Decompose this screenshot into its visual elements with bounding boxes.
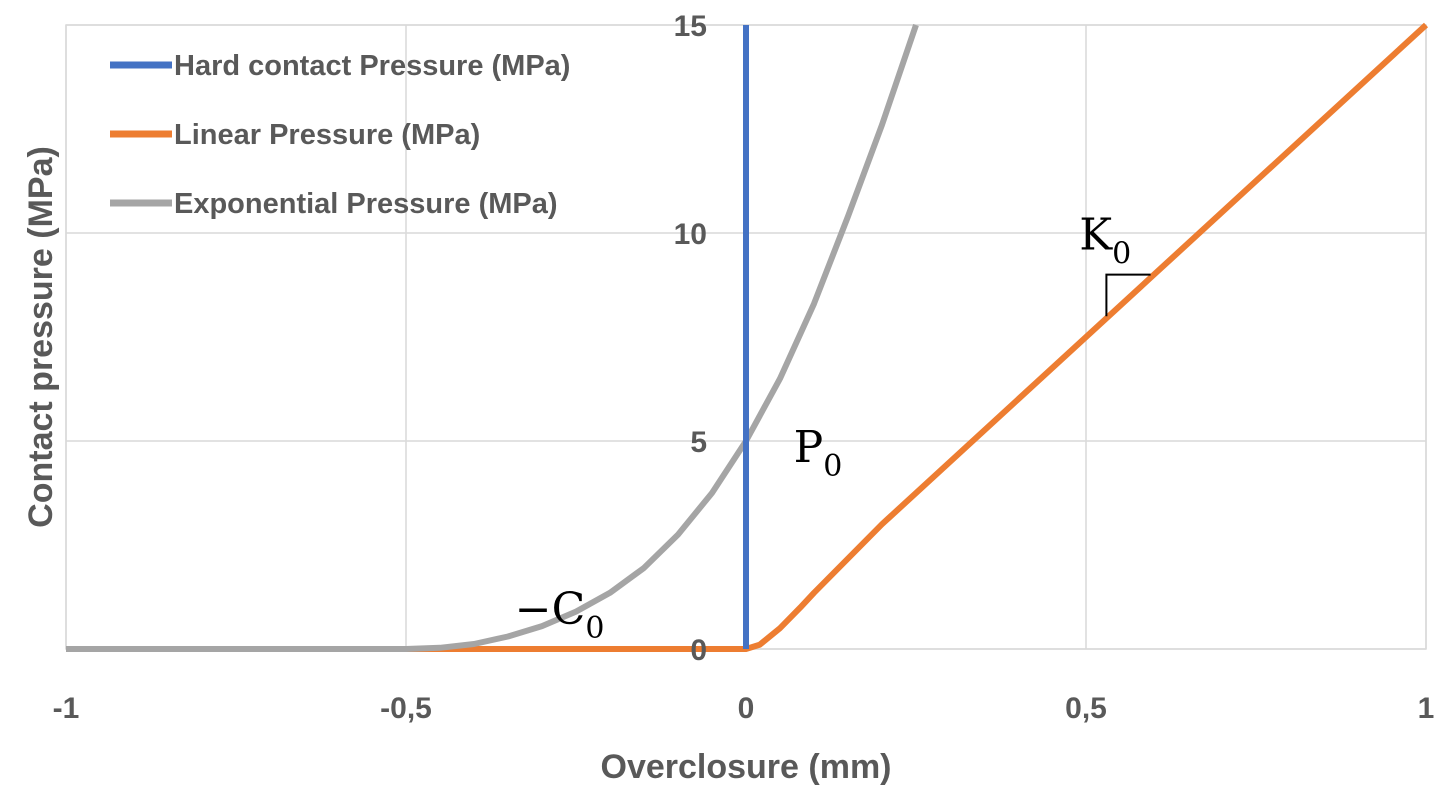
x-axis-title: Overclosure (mm)	[601, 748, 892, 785]
annotation-subscript: 0	[823, 449, 842, 484]
x-tick-label: 0,5	[1065, 692, 1107, 725]
series-line-1	[66, 22, 1429, 652]
y-tick-label: 0	[690, 634, 707, 667]
x-tick-label: -1	[53, 692, 80, 725]
x-tick-label: 0	[738, 692, 755, 725]
slope-marker	[1105, 273, 1151, 317]
series-layer	[66, 22, 1429, 652]
y-tick-label: 5	[690, 426, 707, 459]
annotation-label: −C0	[515, 584, 605, 646]
annotation-subscript: 0	[585, 611, 604, 646]
y-axis-title: Contact pressure (MPa)	[22, 146, 60, 528]
annotation-subscript: 0	[1112, 237, 1131, 272]
legend-label: Hard contact Pressure (MPa)	[174, 50, 570, 82]
annotation-label: K0	[1079, 210, 1131, 272]
series-line-2	[66, 24, 919, 652]
annotation-label: P0	[794, 422, 843, 484]
legend-label: Exponential Pressure (MPa)	[174, 188, 558, 220]
annotation-layer: P0 K0 −C0	[515, 210, 1151, 646]
y-tick-label: 15	[674, 10, 707, 43]
legend-label: Linear Pressure (MPa)	[174, 119, 480, 151]
x-tick-label: 1	[1418, 692, 1435, 725]
legend: Hard contact Pressure (MPa) Linear Pressu…	[110, 50, 570, 220]
y-tick-label: 10	[674, 218, 707, 251]
x-tick-label: -0,5	[380, 692, 432, 725]
